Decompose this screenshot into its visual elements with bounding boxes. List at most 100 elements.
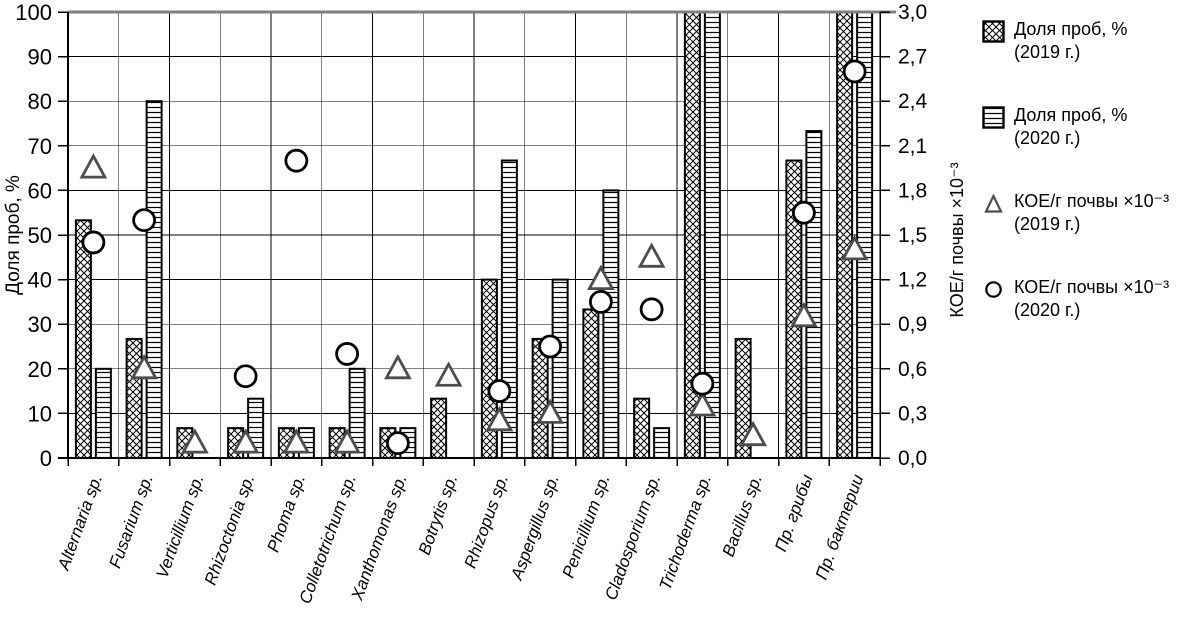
bar-2020 bbox=[500, 159, 518, 459]
legend-item-share-2020: Доля проб, % (2020 г.) bbox=[982, 104, 1182, 150]
bar-chart-svg: 0 10 20 30 40 50 60 70 80 90 100 0,0 0,3 0,6 0,9 1,2 1,5… bbox=[3, 0, 967, 606]
x-category-label: Rhizopus sp. bbox=[461, 472, 512, 571]
markers bbox=[79, 59, 869, 456]
legend-label: Доля проб, % (2019 г.) bbox=[1014, 18, 1127, 64]
y-left-tick-label: 20 bbox=[28, 357, 52, 382]
marker-circle-2020 bbox=[385, 431, 410, 456]
legend-label-line2: (2019 г.) bbox=[1014, 42, 1081, 62]
x-category-label: Fusarium sp. bbox=[105, 472, 156, 571]
x-category-label: Bacillus sp. bbox=[719, 472, 766, 559]
legend-label-line2: (2020 г.) bbox=[1014, 300, 1081, 320]
y-left-tick-label: 80 bbox=[28, 89, 52, 114]
y-left-tick-label: 30 bbox=[28, 312, 52, 337]
marker-circle-2020 bbox=[487, 379, 512, 404]
marker-triangle-2019 bbox=[688, 391, 717, 417]
marker-triangle-2019 bbox=[587, 264, 615, 291]
y-left-tick-label: 10 bbox=[28, 401, 52, 426]
category-labels: Alternaria sp. Fusarium sp.Verticillium s… bbox=[54, 471, 868, 606]
legend-label-line1: Доля проб, % bbox=[1014, 19, 1128, 39]
triangle-marker-icon bbox=[984, 193, 1003, 213]
legend-label: Доля проб, % (2020 г.) bbox=[1014, 104, 1127, 150]
legend-label-line1: КОЕ/г почвы ×10⁻³ bbox=[1014, 277, 1170, 297]
x-category-label: Penicillium sp. bbox=[559, 472, 614, 581]
marker-circle-2020 bbox=[132, 208, 157, 233]
marker-triangle-2019 bbox=[79, 153, 108, 179]
legend-item-cfu-2019: КОЕ/г почвы ×10⁻³ (2019 г.) bbox=[982, 190, 1182, 236]
marker-triangle-2019 bbox=[384, 353, 412, 380]
legend-label: КОЕ/г почвы ×10⁻³ (2019 г.) bbox=[1014, 190, 1169, 236]
marker-triangle-2019 bbox=[485, 405, 514, 432]
x-category-label: Phoma sp. bbox=[263, 472, 309, 555]
bar-2019 bbox=[480, 278, 498, 459]
bars bbox=[74, 11, 874, 460]
x-category-label: Aspergillus sp. bbox=[507, 472, 563, 583]
y-right-tick-label: 1,2 bbox=[898, 269, 927, 292]
circle-marker-icon bbox=[985, 281, 1002, 298]
bar-2019 bbox=[430, 397, 448, 460]
legend: Доля проб, % (2019 г.) Доля проб, % (202… bbox=[982, 10, 1182, 362]
bar-2020 bbox=[653, 427, 671, 460]
x-category-label: Rhizoctonia sp. bbox=[201, 472, 259, 588]
marker-circle-2020 bbox=[690, 371, 715, 396]
x-category-label: Botrytis sp. bbox=[415, 472, 462, 558]
bar-2020 bbox=[551, 278, 569, 459]
y-right-tick-label: 0,9 bbox=[898, 313, 927, 336]
legend-label-line2: (2019 г.) bbox=[1014, 214, 1081, 234]
y-left-tick-label: 100 bbox=[15, 0, 52, 25]
y-right-tick-label: 2,1 bbox=[898, 135, 927, 158]
marker-triangle-2019 bbox=[282, 428, 311, 454]
right-axis-title: КОЕ/г почвы ×10⁻³ bbox=[947, 162, 967, 317]
bar-2020 bbox=[145, 100, 163, 459]
marker-triangle-2019 bbox=[637, 242, 666, 268]
gridlines bbox=[68, 12, 880, 458]
legend-label: КОЕ/г почвы ×10⁻³ (2020 г.) bbox=[1014, 276, 1169, 322]
y-left-tick-label: 90 bbox=[28, 45, 52, 70]
x-category-label: Пр. бактерии bbox=[812, 471, 868, 582]
marker-triangle-2019 bbox=[181, 428, 209, 454]
y-left-tick-label: 60 bbox=[28, 178, 52, 203]
y-left-tick-label: 50 bbox=[28, 223, 52, 248]
marker-circle-2020 bbox=[588, 289, 613, 314]
bar-2020 bbox=[94, 367, 112, 459]
marker-triangle-2019 bbox=[130, 353, 158, 380]
y-right-tick-label: 0,3 bbox=[898, 402, 927, 425]
axis-tick-labels: 0 10 20 30 40 50 60 70 80 90 100 0,0 0,3 0,6 0,9 1,2 1,5… bbox=[15, 0, 927, 471]
bar-2020 bbox=[602, 189, 620, 459]
legend-label-line1: КОЕ/г почвы ×10⁻³ bbox=[1014, 191, 1170, 211]
marker-circle-2020 bbox=[284, 148, 309, 173]
bar-2020 bbox=[805, 130, 823, 459]
marker-triangle-2019 bbox=[333, 428, 361, 454]
marker-circle-2020 bbox=[791, 200, 816, 225]
bar-2019 bbox=[74, 219, 92, 459]
marker-triangle-2019 bbox=[840, 234, 869, 261]
y-right-tick-label: 0,6 bbox=[898, 358, 927, 381]
marker-triangle-2019 bbox=[536, 398, 564, 424]
marker-circle-2020 bbox=[538, 334, 563, 359]
x-category-label: Пр. грибы bbox=[771, 471, 817, 554]
y-left-tick-label: 70 bbox=[28, 134, 52, 159]
axis-ticks bbox=[58, 11, 890, 466]
left-axis-title: Доля проб, % bbox=[3, 175, 24, 295]
y-left-tick-label: 40 bbox=[28, 268, 52, 293]
y-right-tick-label: 1,5 bbox=[898, 224, 927, 247]
legend-item-cfu-2020: КОЕ/г почвы ×10⁻³ (2020 г.) bbox=[982, 276, 1182, 322]
x-category-label: Verticillium sp. bbox=[153, 472, 208, 581]
marker-triangle-2019 bbox=[790, 301, 818, 328]
bar-2019 bbox=[582, 308, 600, 459]
x-category-label: Xanthomonas sp. bbox=[347, 472, 410, 604]
x-category-label: Cladosporium sp. bbox=[601, 472, 664, 603]
marker-triangle-2019 bbox=[231, 428, 260, 454]
marker-circle-2020 bbox=[81, 230, 106, 255]
marker-circle-2020 bbox=[639, 297, 664, 322]
marker-triangle-2019 bbox=[434, 361, 463, 387]
y-right-tick-label: 3,0 bbox=[898, 1, 927, 24]
x-category-label: Alternaria sp. bbox=[54, 472, 106, 574]
marker-circle-2020 bbox=[233, 364, 258, 389]
crosshatch-swatch-icon bbox=[982, 20, 1005, 43]
x-category-label: Trichoderma sp. bbox=[656, 472, 715, 593]
horizontal-lines-swatch-icon bbox=[982, 106, 1005, 129]
y-left-tick-label: 0 bbox=[40, 446, 52, 471]
y-right-tick-label: 2,4 bbox=[898, 90, 928, 113]
bar-2019 bbox=[633, 397, 651, 460]
